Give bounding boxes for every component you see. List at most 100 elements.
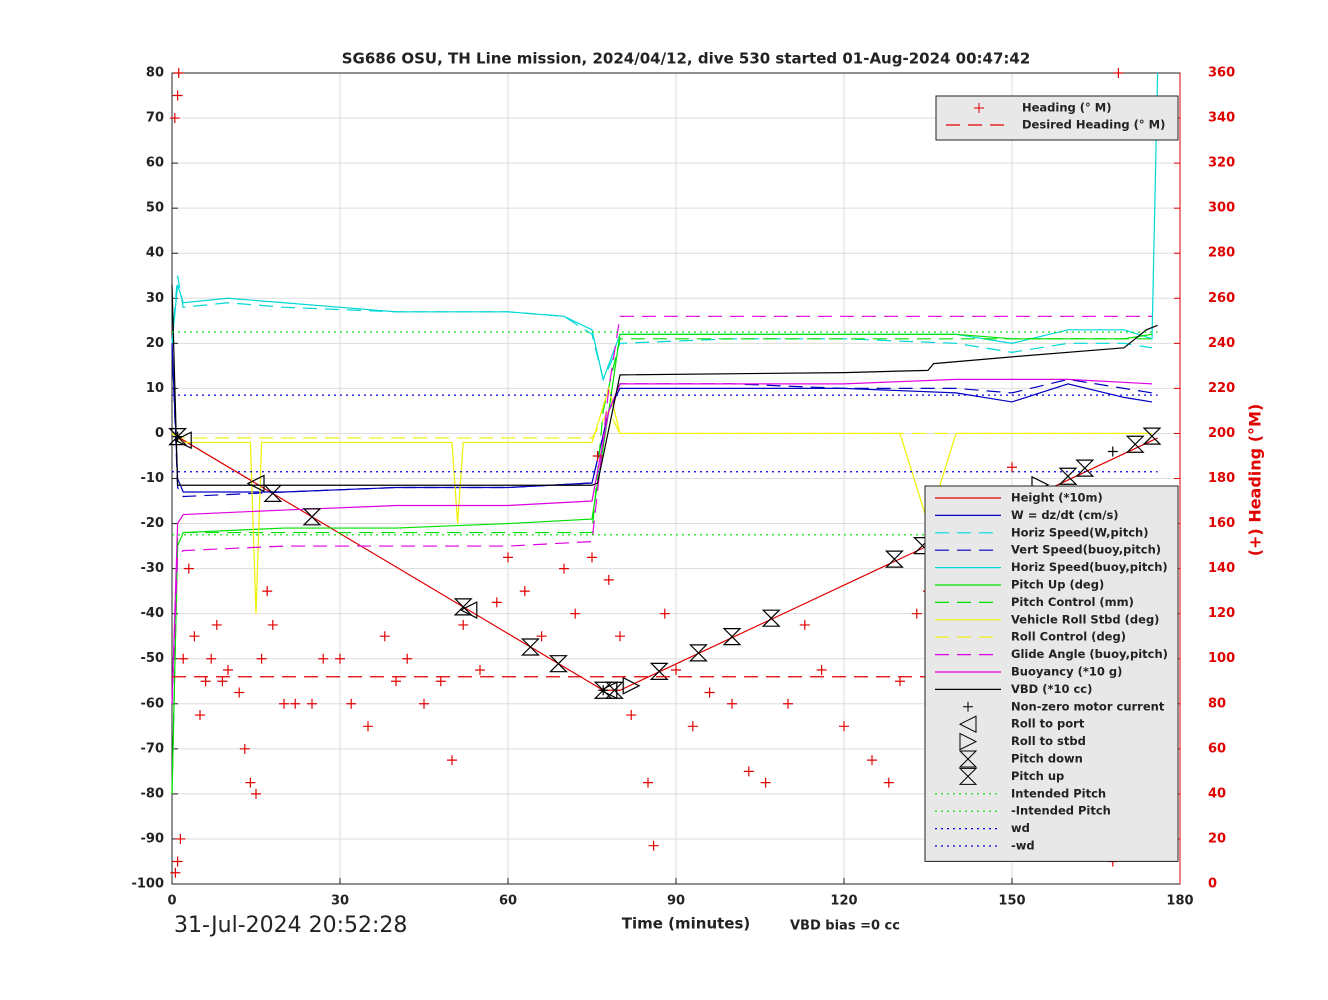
marker — [402, 653, 413, 664]
x-tick-label: 0 — [167, 894, 176, 909]
marker — [1058, 467, 1078, 485]
y-tick-label: -10 — [141, 471, 165, 486]
marker — [643, 777, 653, 788]
y-tick-label: 50 — [146, 201, 164, 216]
y-tick-label: 80 — [146, 66, 164, 81]
marker — [175, 833, 186, 844]
y2-tick-label: 160 — [1208, 516, 1235, 531]
marker — [172, 90, 183, 101]
marker — [1075, 459, 1095, 477]
marker — [622, 676, 641, 695]
marker — [256, 653, 267, 664]
marker — [447, 755, 457, 766]
marker — [267, 619, 278, 630]
legend-label: Buoyancy (*10 g) — [1011, 665, 1122, 679]
legend-label: Heading (° M) — [1022, 101, 1112, 115]
marker — [211, 619, 222, 630]
legend-box — [924, 485, 1179, 862]
y2-axis-label: (+) Heading (°M) — [1246, 404, 1265, 557]
marker — [458, 619, 469, 630]
marker — [783, 698, 793, 709]
marker — [172, 856, 183, 867]
marker — [246, 474, 265, 493]
series-line — [171, 338, 1152, 794]
legend-label: Desired Heading (° M) — [1022, 118, 1165, 132]
series-line — [171, 343, 1153, 498]
legend-swatch — [958, 715, 977, 734]
marker — [867, 755, 877, 766]
marker — [687, 721, 698, 732]
legend-label: Non-zero motor current — [1011, 699, 1165, 713]
marker — [279, 698, 289, 709]
marker — [816, 664, 827, 675]
y2-tick-label: 300 — [1208, 201, 1235, 216]
y-tick-label: -40 — [141, 606, 165, 621]
marker — [587, 552, 597, 563]
marker — [520, 638, 540, 656]
x-tick-label: 120 — [830, 894, 857, 909]
y-tick-label: 40 — [146, 246, 164, 261]
y2-tick-label: 80 — [1208, 696, 1226, 711]
y-tick-label: -80 — [141, 786, 165, 801]
marker — [895, 676, 905, 687]
marker — [245, 777, 256, 788]
series-line — [171, 386, 1152, 614]
y-tick-label: -70 — [141, 741, 165, 756]
legend-label: Pitch down — [1011, 752, 1083, 766]
y-tick-label: 30 — [146, 291, 164, 306]
legend-label: VBD (*10 cc) — [1011, 682, 1092, 696]
marker — [318, 653, 329, 664]
series-line — [171, 284, 1158, 486]
legend-swatch — [974, 103, 984, 113]
marker — [649, 662, 669, 680]
marker — [335, 653, 345, 664]
y-tick-label: 60 — [146, 156, 164, 171]
y-tick-label: -30 — [141, 561, 165, 576]
marker — [302, 508, 322, 526]
marker — [251, 788, 261, 799]
marker — [419, 698, 429, 709]
y2-tick-label: 280 — [1208, 246, 1235, 261]
series-line — [171, 315, 1152, 704]
marker — [839, 721, 849, 732]
marker — [263, 484, 283, 502]
marker — [626, 710, 637, 721]
marker — [391, 676, 401, 687]
marker — [519, 586, 530, 597]
legend-box — [935, 95, 1179, 141]
legend-label: Intended Pitch — [1011, 786, 1106, 800]
marker — [911, 608, 922, 619]
marker — [743, 766, 754, 777]
legend-label: Horiz Speed(buoy,pitch) — [1011, 560, 1168, 574]
marker — [189, 631, 200, 642]
y2-tick-label: 120 — [1208, 606, 1235, 621]
y2-tick-label: 0 — [1208, 877, 1217, 892]
marker — [704, 687, 715, 698]
x-tick-label: 60 — [499, 894, 517, 909]
marker — [173, 68, 184, 78]
marker — [234, 687, 245, 698]
marker — [195, 710, 205, 721]
y2-tick-label: 220 — [1208, 381, 1235, 396]
x-tick-label: 150 — [998, 894, 1025, 909]
marker — [603, 574, 614, 585]
marker — [183, 563, 194, 574]
legend-label: Pitch up — [1011, 769, 1064, 783]
marker — [169, 113, 180, 124]
y-tick-label: 20 — [146, 336, 164, 351]
legend-label: Roll to port — [1011, 717, 1085, 731]
y2-tick-label: 340 — [1208, 111, 1235, 126]
note: VBD bias =0 cc — [790, 919, 900, 934]
series-line — [171, 275, 1153, 382]
legend-label: Vehicle Roll Stbd (deg) — [1011, 612, 1159, 626]
marker — [223, 664, 233, 675]
marker — [599, 681, 618, 700]
legend-label: Roll to stbd — [1011, 734, 1086, 748]
marker — [883, 777, 894, 788]
y-tick-label: -20 — [141, 516, 165, 531]
marker — [1007, 462, 1017, 473]
y-tick-label: -100 — [131, 877, 164, 892]
chart-title: SG686 OSU, TH Line mission, 2024/04/12, … — [342, 50, 1031, 68]
marker — [722, 628, 742, 646]
y-tick-label: 10 — [146, 381, 164, 396]
